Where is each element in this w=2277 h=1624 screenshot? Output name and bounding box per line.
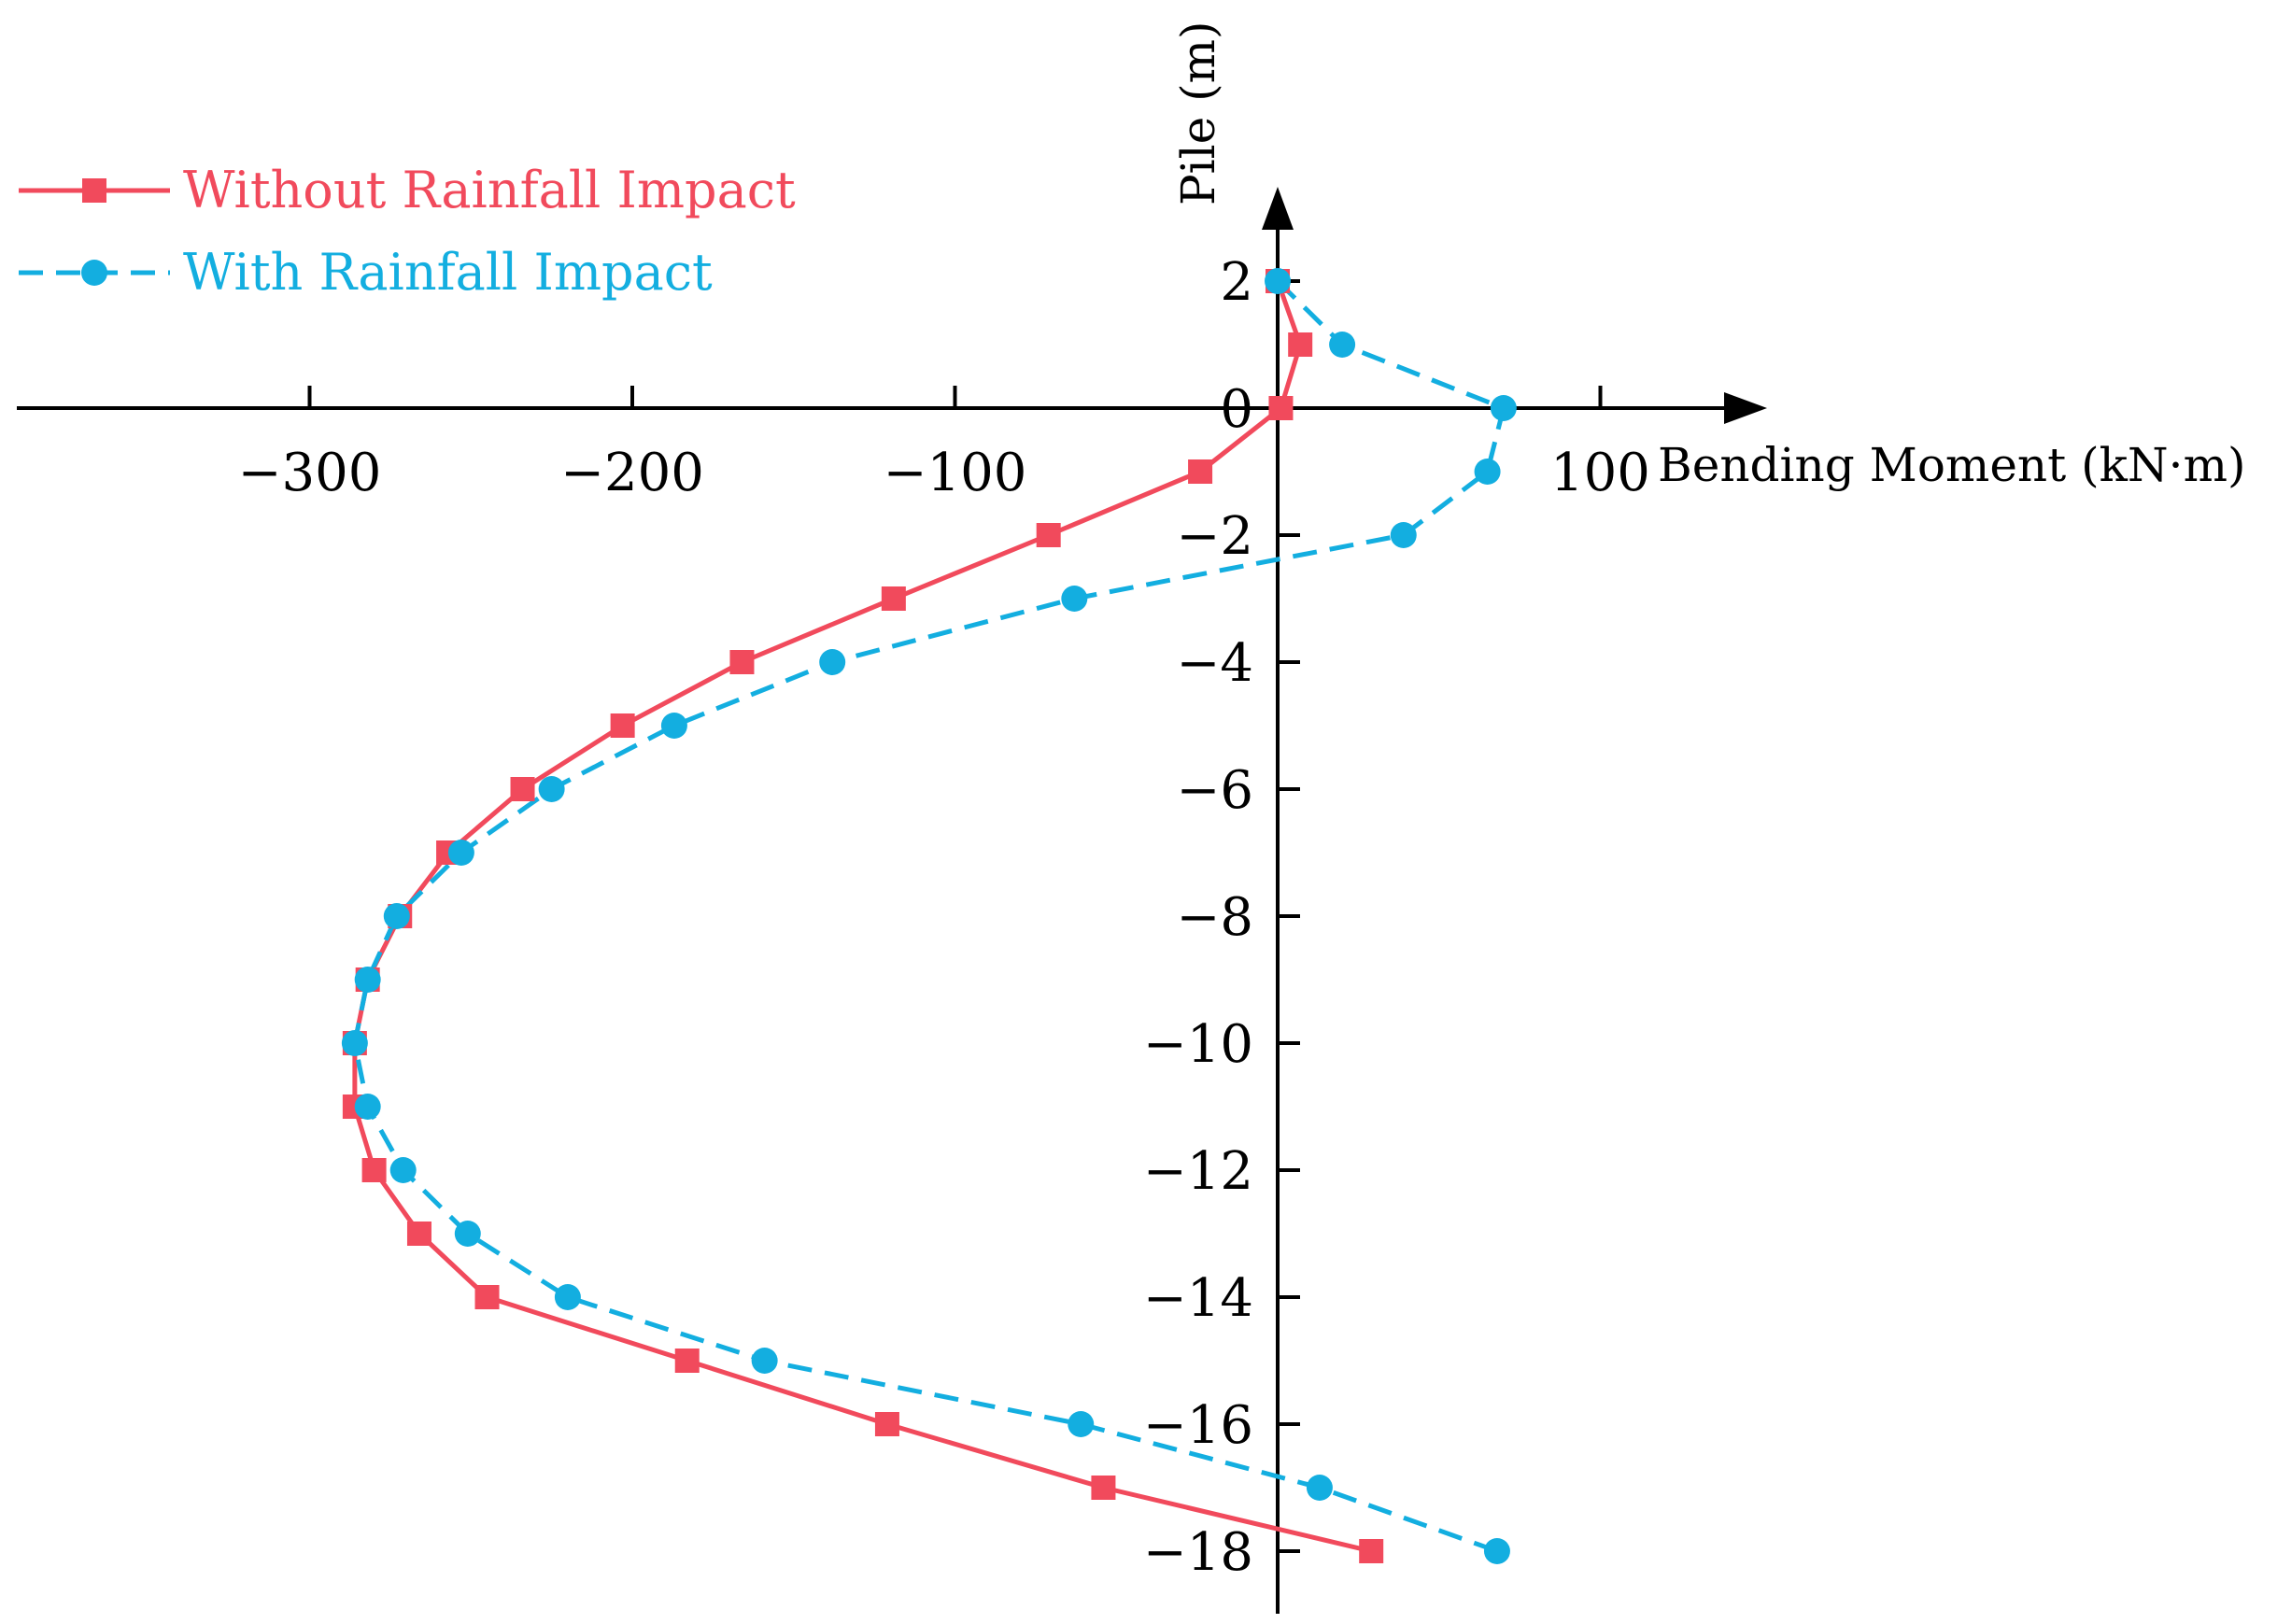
y-tick-label: −10 bbox=[1143, 1014, 1253, 1075]
x-ticks: −300 −200 −100 100 bbox=[238, 386, 1650, 503]
data-point-circle bbox=[447, 840, 474, 866]
y-axis-arrow bbox=[1262, 187, 1294, 230]
legend-marker-square bbox=[82, 178, 106, 203]
legend-entry-with-rainfall: With Rainfall Impact bbox=[19, 243, 713, 302]
x-tick-label: −100 bbox=[884, 443, 1027, 503]
legend: Without Rainfall Impact With Rainfall Im… bbox=[19, 161, 796, 302]
data-point-square bbox=[1091, 1476, 1116, 1500]
y-tick-label: −8 bbox=[1176, 887, 1253, 948]
data-point-circle bbox=[1306, 1475, 1333, 1501]
y-axis-title: Pile (m) bbox=[1171, 21, 1225, 205]
legend-label-without-rainfall: Without Rainfall Impact bbox=[183, 161, 796, 219]
data-point-square bbox=[881, 586, 906, 611]
data-point-square bbox=[729, 650, 755, 674]
data-point-circle bbox=[538, 776, 565, 802]
legend-marker-circle bbox=[81, 260, 107, 286]
legend-entry-without-rainfall: Without Rainfall Impact bbox=[19, 161, 796, 219]
data-point-circle bbox=[1061, 586, 1088, 612]
y-tick-label: −18 bbox=[1143, 1522, 1253, 1583]
data-point-square bbox=[874, 1412, 899, 1436]
data-point-circle bbox=[1068, 1411, 1095, 1437]
y-ticks: 20−2−4−6−8−10−12−14−16−18 bbox=[1143, 252, 1300, 1583]
data-point-circle bbox=[354, 1094, 381, 1120]
x-tick-label: −300 bbox=[238, 443, 382, 503]
series-layer bbox=[341, 268, 1517, 1564]
data-point-square bbox=[1268, 396, 1294, 420]
data-point-square bbox=[1188, 459, 1213, 484]
axes: Bending Moment (kN·m) Pile (m) bbox=[17, 21, 2246, 1614]
data-point-circle bbox=[660, 713, 687, 739]
data-point-circle bbox=[354, 967, 381, 993]
data-point-square bbox=[1036, 523, 1061, 547]
data-point-circle bbox=[1329, 332, 1356, 358]
data-point-circle bbox=[1490, 395, 1517, 421]
data-point-circle bbox=[819, 649, 846, 675]
y-tick-label: −12 bbox=[1143, 1141, 1253, 1202]
y-tick-label: −6 bbox=[1176, 760, 1253, 821]
y-tick-label: −2 bbox=[1176, 506, 1253, 567]
data-point-circle bbox=[751, 1348, 778, 1374]
data-point-circle bbox=[1483, 1538, 1510, 1564]
data-point-square bbox=[510, 777, 535, 801]
y-tick-label: 0 bbox=[1220, 379, 1253, 440]
data-point-circle bbox=[383, 903, 410, 929]
data-point-circle bbox=[454, 1221, 481, 1247]
data-point-square bbox=[1359, 1539, 1384, 1563]
data-point-square bbox=[610, 713, 635, 738]
data-point-circle bbox=[554, 1284, 581, 1310]
data-point-circle bbox=[1474, 459, 1501, 485]
data-point-circle bbox=[1390, 522, 1417, 548]
legend-label-with-rainfall: With Rainfall Impact bbox=[183, 243, 713, 302]
x-axis-title: Bending Moment (kN·m) bbox=[1658, 438, 2246, 492]
data-point-square bbox=[674, 1349, 700, 1373]
x-tick-label: 100 bbox=[1550, 443, 1650, 503]
data-point-square bbox=[474, 1285, 500, 1309]
data-point-circle bbox=[341, 1030, 368, 1056]
x-tick-label: −200 bbox=[560, 443, 704, 503]
x-axis-arrow bbox=[1724, 392, 1767, 424]
data-point-circle bbox=[1265, 268, 1291, 294]
data-point-square bbox=[1288, 332, 1313, 357]
y-tick-label: 2 bbox=[1220, 252, 1253, 313]
data-point-circle bbox=[389, 1157, 417, 1183]
y-tick-label: −14 bbox=[1143, 1268, 1253, 1329]
series-line-1 bbox=[352, 279, 1506, 1554]
y-tick-label: −4 bbox=[1176, 633, 1253, 694]
data-point-square bbox=[406, 1222, 431, 1246]
data-point-square bbox=[361, 1158, 387, 1182]
